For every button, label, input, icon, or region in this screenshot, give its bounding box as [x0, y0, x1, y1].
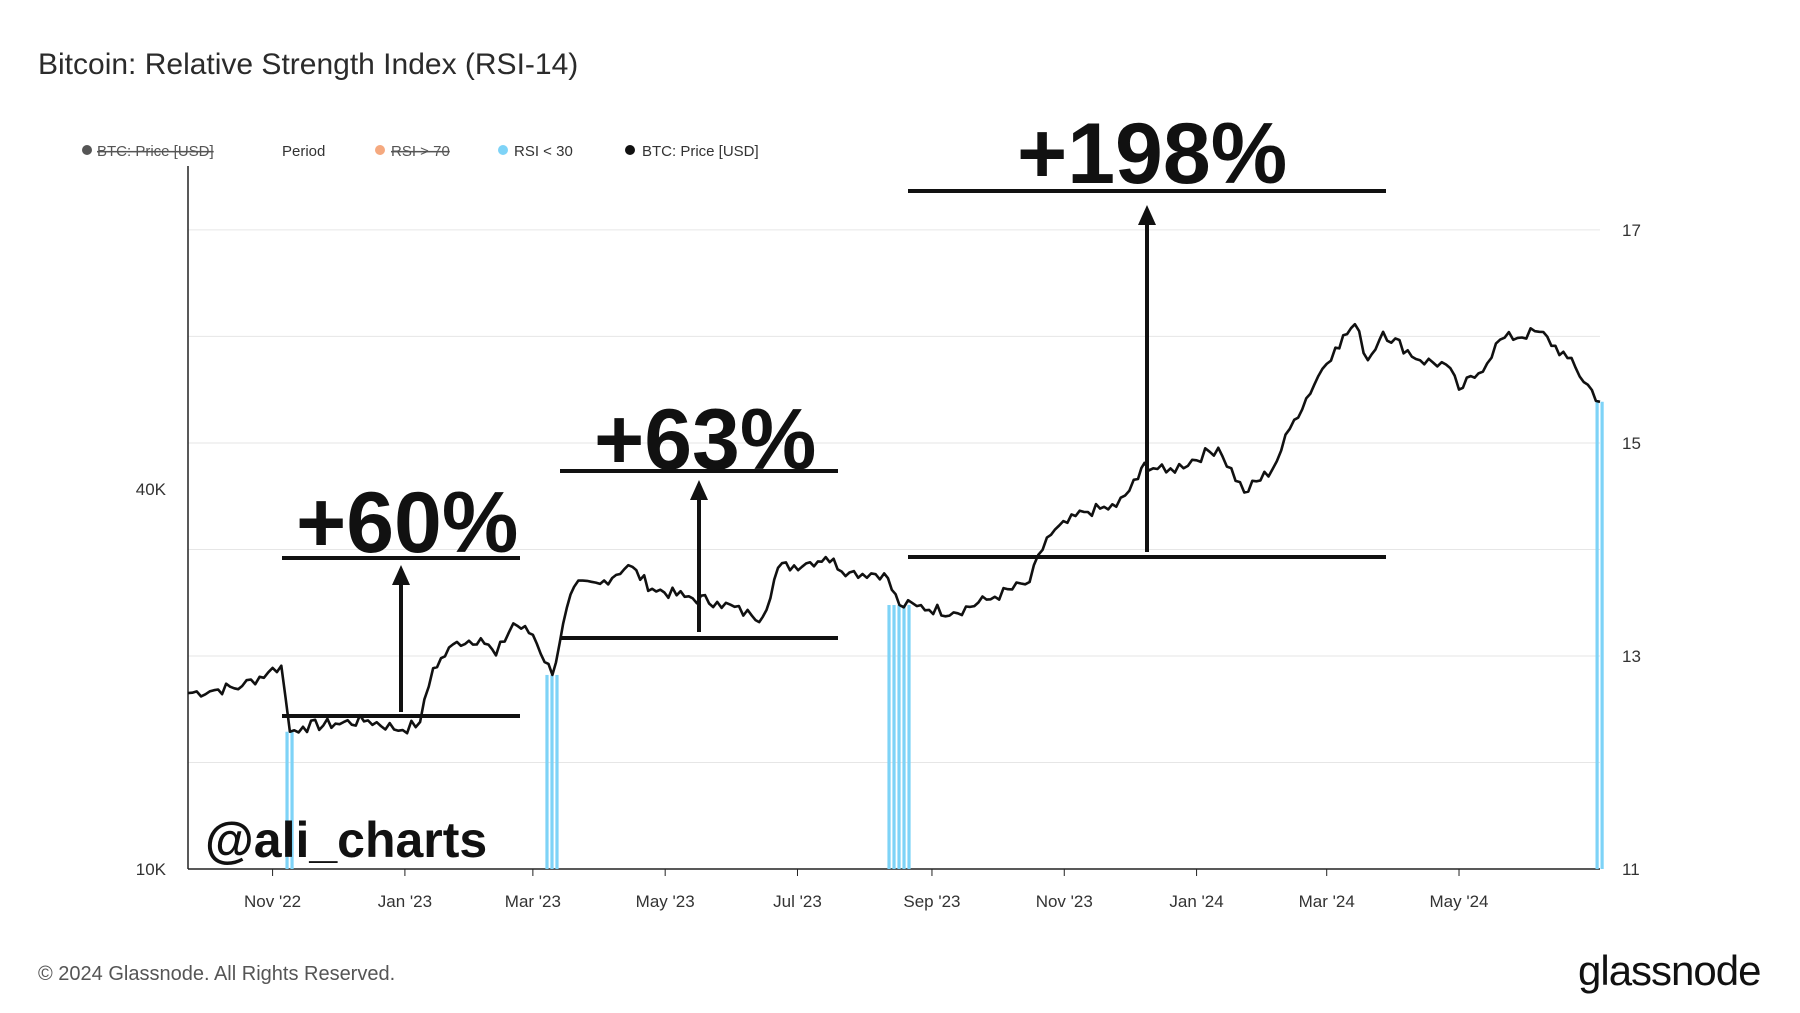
x-tick-label: Mar '24 [1299, 892, 1355, 911]
legend-label-rsi-under-30[interactable]: RSI < 30 [514, 143, 573, 160]
x-tick-label: Sep '23 [903, 892, 960, 911]
rsi-under-30-bar [1600, 401, 1604, 869]
glassnode-logo: glassnode [1578, 947, 1760, 994]
y-left-tick-label: 40K [136, 480, 167, 499]
legend-label-btc-price[interactable]: BTC: Price [USD] [642, 143, 759, 160]
legend-label-rsi-over-70[interactable]: RSI > 70 [391, 143, 450, 160]
annotation-198pct: +198% [908, 106, 1386, 559]
rsi-under-30-bar [555, 674, 559, 869]
rsi-under-30-bar [902, 605, 906, 869]
rsi-below-30-bars [285, 401, 1604, 869]
legend: BTC: Price [USD] Period RSI > 70 RSI < 3… [82, 143, 759, 160]
annotation-63pct-label: +63% [594, 392, 816, 488]
x-tick-label: Nov '22 [244, 892, 301, 911]
copyright-text: © 2024 Glassnode. All Rights Reserved. [38, 963, 395, 985]
legend-marker-rsi-under-30[interactable] [498, 145, 508, 155]
chart-title: Bitcoin: Relative Strength Index (RSI-14… [38, 48, 578, 81]
x-tick-label: Jan '23 [378, 892, 432, 911]
x-tick-label: Jan '24 [1169, 892, 1223, 911]
annotation-198pct-label: +198% [1017, 106, 1287, 202]
watermark-handle: @ali_charts [205, 812, 487, 868]
y-right-tick-label: 15 [1622, 434, 1641, 453]
rsi-under-30-bar [907, 605, 911, 869]
y-right-tick-label: 11 [1622, 860, 1640, 879]
y-right-tick-label: 13 [1622, 647, 1641, 666]
annotation-60pct: +60% [282, 475, 520, 718]
annotation-60pct-label: +60% [296, 475, 518, 571]
x-tick-label: Mar '23 [505, 892, 561, 911]
rsi-under-30-bar [1595, 401, 1599, 869]
x-tick-label: May '24 [1430, 892, 1489, 911]
legend-label-btc-price-hidden[interactable]: BTC: Price [USD] [97, 143, 214, 160]
y-left-tick-label: 10K [136, 860, 167, 879]
legend-label-period[interactable]: Period [282, 143, 325, 160]
y-axis-left-ticks: 40K 10K [136, 480, 167, 879]
y-axis-right-ticks: 17 15 13 11 [1622, 221, 1641, 879]
annotation-63pct: +63% [560, 392, 838, 640]
legend-marker-btc-price-hidden[interactable] [82, 145, 92, 155]
rsi-under-30-bar [887, 605, 891, 869]
x-tick-label: Jul '23 [773, 892, 822, 911]
rsi-under-30-bar [897, 605, 901, 869]
legend-marker-btc-price[interactable] [625, 145, 635, 155]
x-axis-ticks: Nov '22 Jan '23 Mar '23 May '23 Jul '23 Sep '… [244, 869, 1489, 911]
btc-price-line [187, 322, 1601, 735]
rsi-under-30-bar [285, 731, 289, 869]
legend-marker-rsi-over-70[interactable] [375, 145, 385, 155]
y-right-tick-label: 17 [1622, 221, 1641, 240]
rsi-under-30-bar [290, 731, 294, 869]
x-tick-label: Nov '23 [1036, 892, 1093, 911]
x-tick-label: May '23 [636, 892, 695, 911]
rsi-under-30-bar [550, 674, 554, 869]
rsi-under-30-bar [892, 605, 896, 869]
rsi-under-30-bar [545, 674, 549, 869]
